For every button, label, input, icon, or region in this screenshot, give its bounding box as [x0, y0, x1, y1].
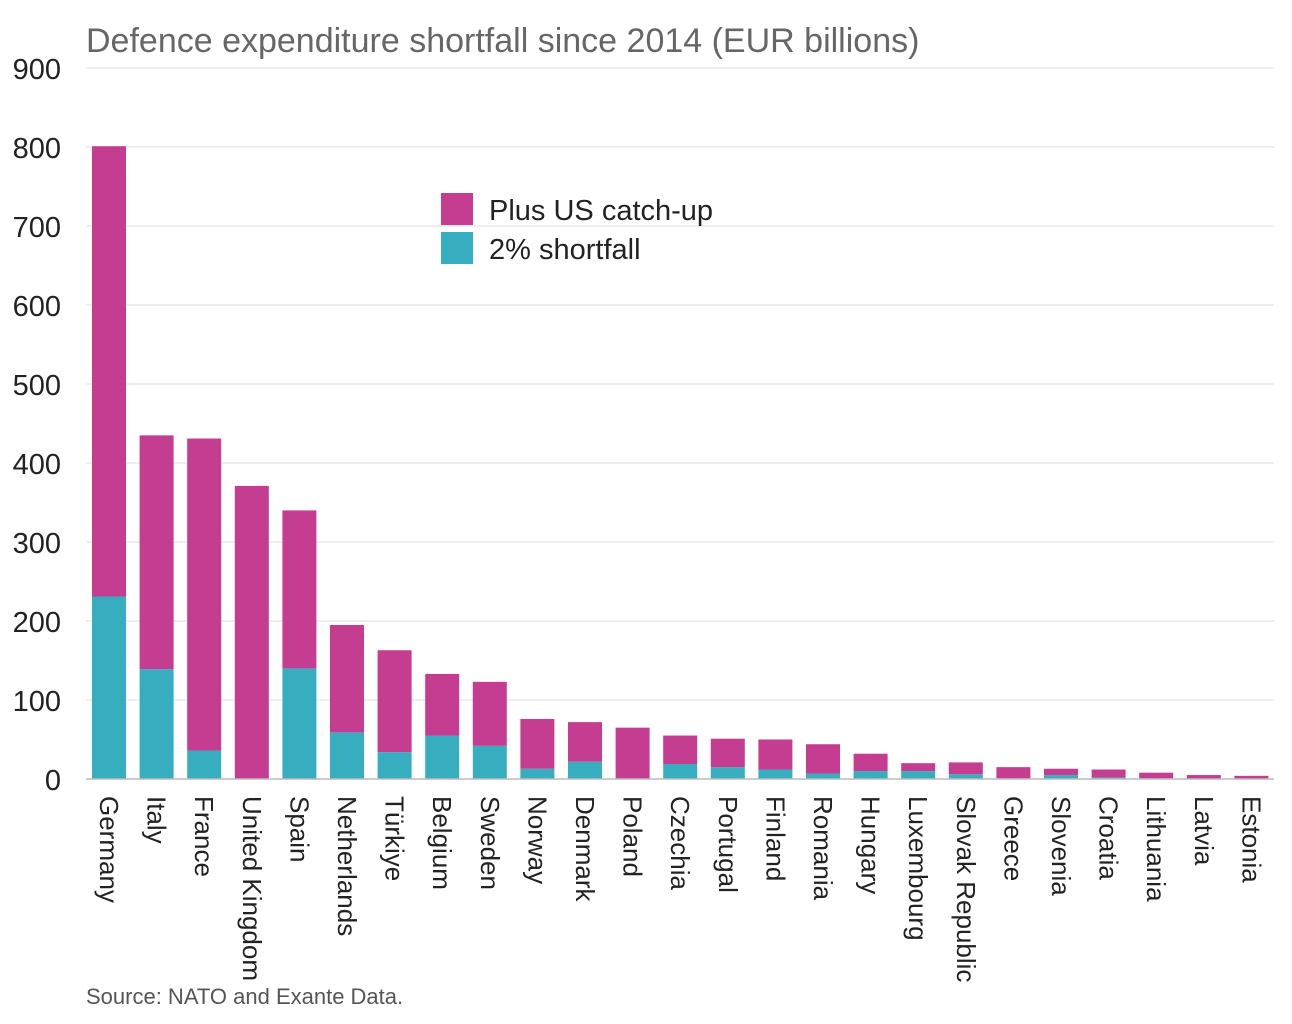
bar-croatia-plus-us-catch-up — [1091, 769, 1126, 778]
bar-belgium-2pct-shortfall — [425, 735, 460, 779]
legend-swatch-2pct-shortfall — [441, 232, 473, 264]
x-tick-label-spain: Spain — [284, 796, 314, 863]
y-tick-label-400: 400 — [13, 449, 61, 481]
x-tick-label-germany: Germany — [94, 796, 124, 903]
x-tick-label-italy: Italy — [142, 796, 172, 844]
x-tick-label-croatia: Croatia — [1094, 796, 1124, 880]
bar-luxembourg-2pct-shortfall — [901, 771, 936, 779]
bar-czechia-2pct-shortfall — [663, 763, 698, 779]
bar-finland-2pct-shortfall — [758, 769, 793, 779]
y-axis: 0 100 200 300 400 500 600 700 800 900 — [13, 54, 61, 797]
bar-sweden-2pct-shortfall — [472, 745, 507, 779]
y-tick-label-600: 600 — [13, 291, 61, 323]
bar-netherlands-plus-us-catch-up — [330, 624, 364, 733]
bar-portugal-2pct-shortfall — [710, 767, 745, 779]
x-tick-label-finland: Finland — [760, 796, 790, 881]
bar-luxembourg-plus-us-catch-up — [901, 763, 936, 772]
bar-france-plus-us-catch-up — [187, 438, 222, 751]
bar-portugal-plus-us-catch-up — [710, 738, 745, 768]
bar-italy-plus-us-catch-up — [139, 435, 174, 670]
bar-germany-plus-us-catch-up — [92, 146, 126, 597]
bar-czechia-plus-us-catch-up — [663, 735, 698, 764]
bars — [92, 146, 1269, 779]
bar-france-2pct-shortfall — [187, 750, 222, 779]
x-tick-label-denmark: Denmark — [570, 796, 600, 902]
legend-label-2pct-shortfall: 2% shortfall — [489, 234, 641, 266]
x-tick-label-slovenia: Slovenia — [1046, 796, 1076, 896]
x-tick-label-greece: Greece — [998, 796, 1028, 881]
x-tick-label-czechia: Czechia — [665, 796, 695, 890]
bar-germany-2pct-shortfall — [92, 596, 126, 779]
x-tick-label-lithuania: Lithuania — [1141, 796, 1171, 902]
bar-denmark-plus-us-catch-up — [568, 722, 602, 762]
bar-turkiye-2pct-shortfall — [377, 752, 412, 779]
bar-sweden-plus-us-catch-up — [472, 681, 507, 746]
y-tick-label-100: 100 — [13, 686, 61, 718]
bar-hungary-2pct-shortfall — [853, 771, 888, 779]
bar-croatia-2pct-shortfall — [1091, 777, 1126, 779]
bar-italy-2pct-shortfall — [139, 669, 174, 779]
y-tick-label-500: 500 — [13, 370, 61, 402]
y-tick-label-900: 900 — [13, 54, 61, 86]
source-note: Source: NATO and Exante Data. — [86, 984, 403, 1009]
legend-label-plus-us-catch-up: Plus US catch-up — [489, 195, 713, 227]
bar-slovak-republic-plus-us-catch-up — [948, 762, 983, 775]
bar-latvia-plus-us-catch-up — [1186, 775, 1221, 779]
bar-norway-plus-us-catch-up — [520, 718, 555, 769]
bar-estonia-plus-us-catch-up — [1234, 775, 1269, 779]
bar-poland-plus-us-catch-up — [615, 727, 650, 779]
x-axis: Germany Italy France United Kingdom Spain Net… — [94, 796, 1266, 982]
x-tick-label-luxembourg: Luxembourg — [903, 796, 933, 941]
x-tick-label-poland: Poland — [618, 796, 648, 877]
y-tick-label-300: 300 — [13, 528, 61, 560]
bar-hungary-plus-us-catch-up — [853, 753, 888, 772]
x-tick-label-estonia: Estonia — [1236, 796, 1266, 883]
x-tick-label-france: France — [189, 796, 219, 877]
y-tick-label-800: 800 — [13, 133, 61, 165]
bar-slovak-republic-2pct-shortfall — [948, 774, 983, 779]
bar-united-kingdom-plus-us-catch-up — [234, 485, 269, 779]
bar-denmark-2pct-shortfall — [568, 761, 602, 779]
x-tick-label-hungary: Hungary — [856, 796, 886, 894]
bar-spain-plus-us-catch-up — [282, 510, 317, 669]
bar-romania-2pct-shortfall — [806, 773, 840, 779]
x-tick-label-portugal: Portugal — [713, 796, 743, 893]
bar-spain-2pct-shortfall — [282, 668, 317, 779]
y-tick-label-700: 700 — [13, 212, 61, 244]
x-tick-label-turkiye: Türkiye — [380, 796, 410, 881]
x-tick-label-slovak-republic: Slovak Republic — [951, 796, 981, 982]
x-tick-label-latvia: Latvia — [1189, 796, 1219, 866]
x-tick-label-belgium: Belgium — [427, 796, 457, 890]
x-tick-label-united-kingdom: United Kingdom — [237, 796, 267, 981]
legend-swatch-plus-us-catch-up — [441, 193, 473, 225]
x-tick-label-norway: Norway — [522, 796, 552, 884]
bar-norway-2pct-shortfall — [520, 768, 555, 779]
bar-romania-plus-us-catch-up — [806, 744, 840, 774]
bar-turkiye-plus-us-catch-up — [377, 650, 412, 753]
bar-belgium-plus-us-catch-up — [425, 673, 460, 736]
x-tick-label-romania: Romania — [808, 796, 838, 901]
bar-slovenia-plus-us-catch-up — [1044, 768, 1078, 776]
legend: Plus US catch-up 2% shortfall — [441, 193, 713, 266]
x-tick-label-sweden: Sweden — [475, 796, 505, 890]
bar-finland-plus-us-catch-up — [758, 739, 793, 770]
bar-greece-plus-us-catch-up — [996, 767, 1031, 779]
x-tick-label-netherlands: Netherlands — [332, 796, 362, 936]
y-tick-label-0: 0 — [45, 765, 61, 797]
y-tick-label-200: 200 — [13, 607, 61, 639]
bar-netherlands-2pct-shortfall — [330, 732, 364, 779]
chart-title: Defence expenditure shortfall since 2014… — [86, 22, 919, 60]
bar-lithuania-plus-us-catch-up — [1139, 772, 1174, 779]
bar-slovenia-2pct-shortfall — [1044, 775, 1078, 779]
